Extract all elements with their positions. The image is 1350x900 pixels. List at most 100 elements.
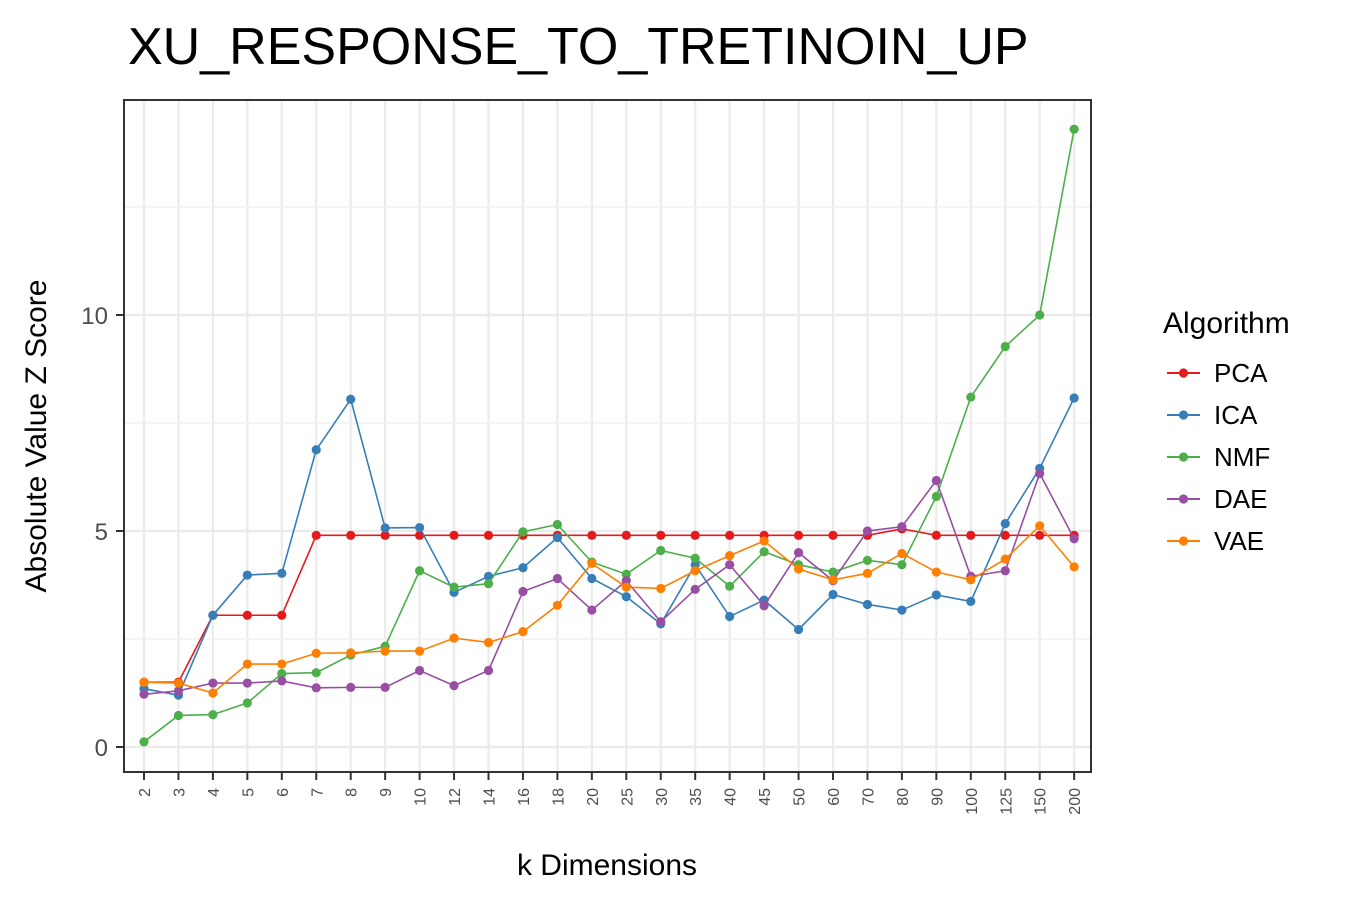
data-point-nmf-14 (483, 579, 494, 589)
data-point-dae-90 (931, 475, 941, 486)
legend: Algorithm PCA ICA NMF DAE VAE (1163, 307, 1290, 556)
data-point-ica-125 (1000, 519, 1010, 529)
data-point-dae-2 (139, 689, 149, 699)
data-point-nmf-7 (311, 668, 321, 678)
series-line-dae (143, 471, 1075, 696)
data-point-pca-90 (931, 530, 941, 540)
data-point-vae-150 (1035, 521, 1045, 531)
data-point-pca-150 (1035, 530, 1045, 540)
data-point-pca-5 (242, 610, 252, 620)
series-layer (139, 124, 1079, 747)
data-point-dae-18 (552, 573, 563, 584)
x-tick-label: 4 (206, 788, 223, 797)
data-point-nmf-80 (897, 560, 907, 570)
data-point-vae-5 (242, 659, 252, 669)
data-point-vae-70 (862, 568, 873, 578)
data-point-nmf-40 (725, 581, 735, 591)
x-tick-label: 2 (137, 788, 154, 797)
data-point-vae-40 (725, 551, 735, 561)
x-tick-label: 100 (964, 788, 981, 815)
data-point-dae-150 (1035, 468, 1045, 479)
series-line-nmf (143, 129, 1075, 743)
data-point-dae-9 (380, 682, 390, 692)
data-point-pca-60 (828, 530, 838, 540)
data-point-ica-60 (828, 589, 838, 600)
data-point-ica-9 (380, 523, 390, 533)
data-point-dae-5 (242, 678, 252, 688)
data-point-nmf-200 (1069, 124, 1079, 134)
data-point-pca-14 (483, 530, 494, 540)
legend-key-point (1178, 452, 1189, 462)
data-point-vae-12 (449, 633, 459, 643)
data-point-nmf-60 (828, 567, 838, 577)
x-tick-label: 20 (585, 788, 602, 806)
legend-key-point (1178, 536, 1189, 546)
data-point-vae-60 (828, 575, 838, 585)
legend-key-point (1178, 410, 1189, 420)
x-tick-label: 200 (1067, 788, 1084, 815)
data-point-ica-200 (1069, 393, 1079, 403)
data-point-nmf-45 (759, 547, 769, 557)
x-tick-label: 5 (240, 788, 257, 797)
x-tick-label: 25 (619, 788, 636, 806)
data-point-nmf-18 (552, 519, 563, 530)
data-point-nmf-10 (415, 566, 425, 576)
data-point-ica-50 (793, 624, 804, 635)
data-point-nmf-90 (931, 491, 941, 502)
data-point-nmf-5 (242, 698, 252, 708)
data-point-ica-4 (208, 610, 218, 620)
data-point-vae-50 (793, 564, 804, 574)
legend-title: Algorithm (1163, 307, 1290, 340)
data-point-vae-80 (897, 548, 907, 559)
data-point-vae-18 (552, 600, 563, 610)
data-point-ica-25 (621, 592, 631, 602)
data-point-nmf-4 (208, 710, 218, 720)
data-point-nmf-150 (1035, 310, 1045, 320)
legend-item-nmf: NMF (1167, 442, 1270, 472)
y-tick-label: 10 (81, 303, 108, 330)
x-tick-label: 10 (413, 788, 430, 806)
data-point-dae-45 (759, 601, 769, 611)
data-point-pca-7 (311, 530, 321, 540)
legend-label: ICA (1214, 400, 1258, 430)
x-tick-label: 60 (826, 788, 843, 806)
data-point-pca-25 (621, 530, 631, 540)
legend-item-ica: ICA (1167, 400, 1258, 430)
data-point-dae-35 (690, 584, 700, 594)
data-point-nmf-100 (966, 392, 976, 402)
data-point-ica-10 (415, 522, 425, 533)
data-point-ica-80 (897, 605, 907, 615)
data-point-vae-9 (380, 646, 390, 656)
legend-label: PCA (1214, 358, 1268, 388)
data-point-dae-7 (311, 683, 321, 693)
data-point-vae-45 (759, 536, 769, 546)
data-point-nmf-2 (139, 737, 149, 747)
legend-item-vae: VAE (1167, 526, 1264, 556)
x-tick-label: 12 (447, 788, 464, 806)
data-point-dae-3 (173, 686, 184, 696)
x-tick-label: 7 (309, 788, 326, 797)
legend-key-point (1178, 494, 1189, 504)
data-point-dae-50 (793, 548, 804, 558)
data-point-ica-90 (931, 590, 941, 600)
data-point-nmf-6 (277, 668, 287, 679)
x-tick-label: 125 (998, 788, 1015, 815)
data-point-nmf-70 (862, 555, 873, 565)
data-point-nmf-25 (621, 569, 631, 579)
data-point-vae-4 (208, 688, 218, 698)
grid (124, 100, 1091, 772)
data-point-nmf-12 (449, 582, 459, 592)
legend-key-point (1178, 368, 1189, 378)
data-point-ica-8 (346, 394, 356, 404)
data-point-pca-12 (449, 530, 459, 540)
x-tick-label: 150 (1033, 788, 1050, 815)
data-point-pca-35 (690, 530, 700, 540)
plot-panel-border (123, 99, 1092, 773)
data-point-ica-6 (277, 568, 287, 578)
data-point-ica-70 (862, 599, 873, 610)
series-ica (139, 393, 1079, 700)
y-tick-label: 5 (95, 519, 108, 546)
data-point-dae-40 (725, 560, 735, 570)
legend-item-pca: PCA (1167, 358, 1268, 388)
